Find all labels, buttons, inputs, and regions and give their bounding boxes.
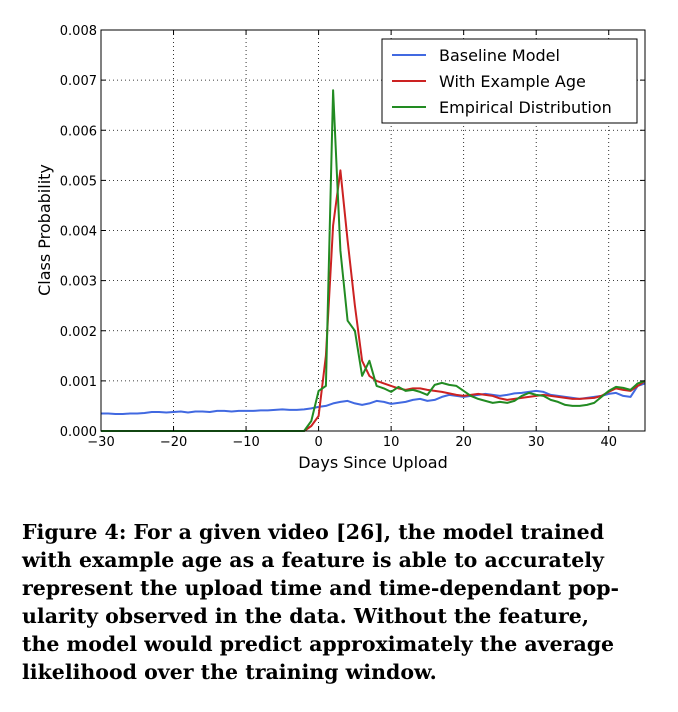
y-tick-label: 0.000 — [60, 425, 97, 440]
x-axis-label: Days Since Upload — [298, 453, 448, 472]
y-tick-label: 0.003 — [60, 275, 97, 290]
x-tick-label: 0 — [314, 435, 322, 450]
x-tick-label: 40 — [600, 435, 617, 450]
series-line-3 — [101, 89, 646, 432]
y-tick-label: 0.002 — [60, 325, 97, 340]
series-line-1 — [101, 382, 646, 415]
legend-label: Baseline Model — [439, 46, 560, 65]
legend-label: With Example Age — [439, 72, 586, 91]
figure-caption: Figure 4: For a given video [26], the mo… — [22, 520, 620, 684]
y-tick-label: 0.007 — [60, 74, 97, 89]
x-tick-label: 20 — [455, 435, 472, 450]
y-tick-label: 0.004 — [60, 225, 97, 240]
x-tick-label: 30 — [528, 435, 545, 450]
y-tick-label: 0.008 — [60, 24, 97, 39]
x-tick-label: −30 — [87, 435, 114, 450]
y-tick-label: 0.006 — [60, 124, 97, 139]
y-tick-label: 0.001 — [60, 375, 97, 390]
chart: −30 −20 −10 0 10 20 30 40 0.000 0.001 0.002 0.003 0.… — [35, 24, 646, 472]
ticks: −30 −20 −10 0 10 20 30 40 0.000 0.001 0.002 0.003 0.… — [60, 24, 645, 450]
y-axis-label: Class Probability — [35, 164, 54, 296]
legend: Baseline Model With Example Age Empirical … — [381, 38, 638, 124]
series-group — [101, 89, 646, 432]
y-tick-label: 0.005 — [60, 174, 97, 189]
x-tick-label: 10 — [383, 435, 400, 450]
x-tick-label: −20 — [160, 435, 187, 450]
x-tick-label: −10 — [232, 435, 259, 450]
legend-label: Empirical Distribution — [439, 98, 612, 117]
series-line-2 — [101, 169, 646, 432]
